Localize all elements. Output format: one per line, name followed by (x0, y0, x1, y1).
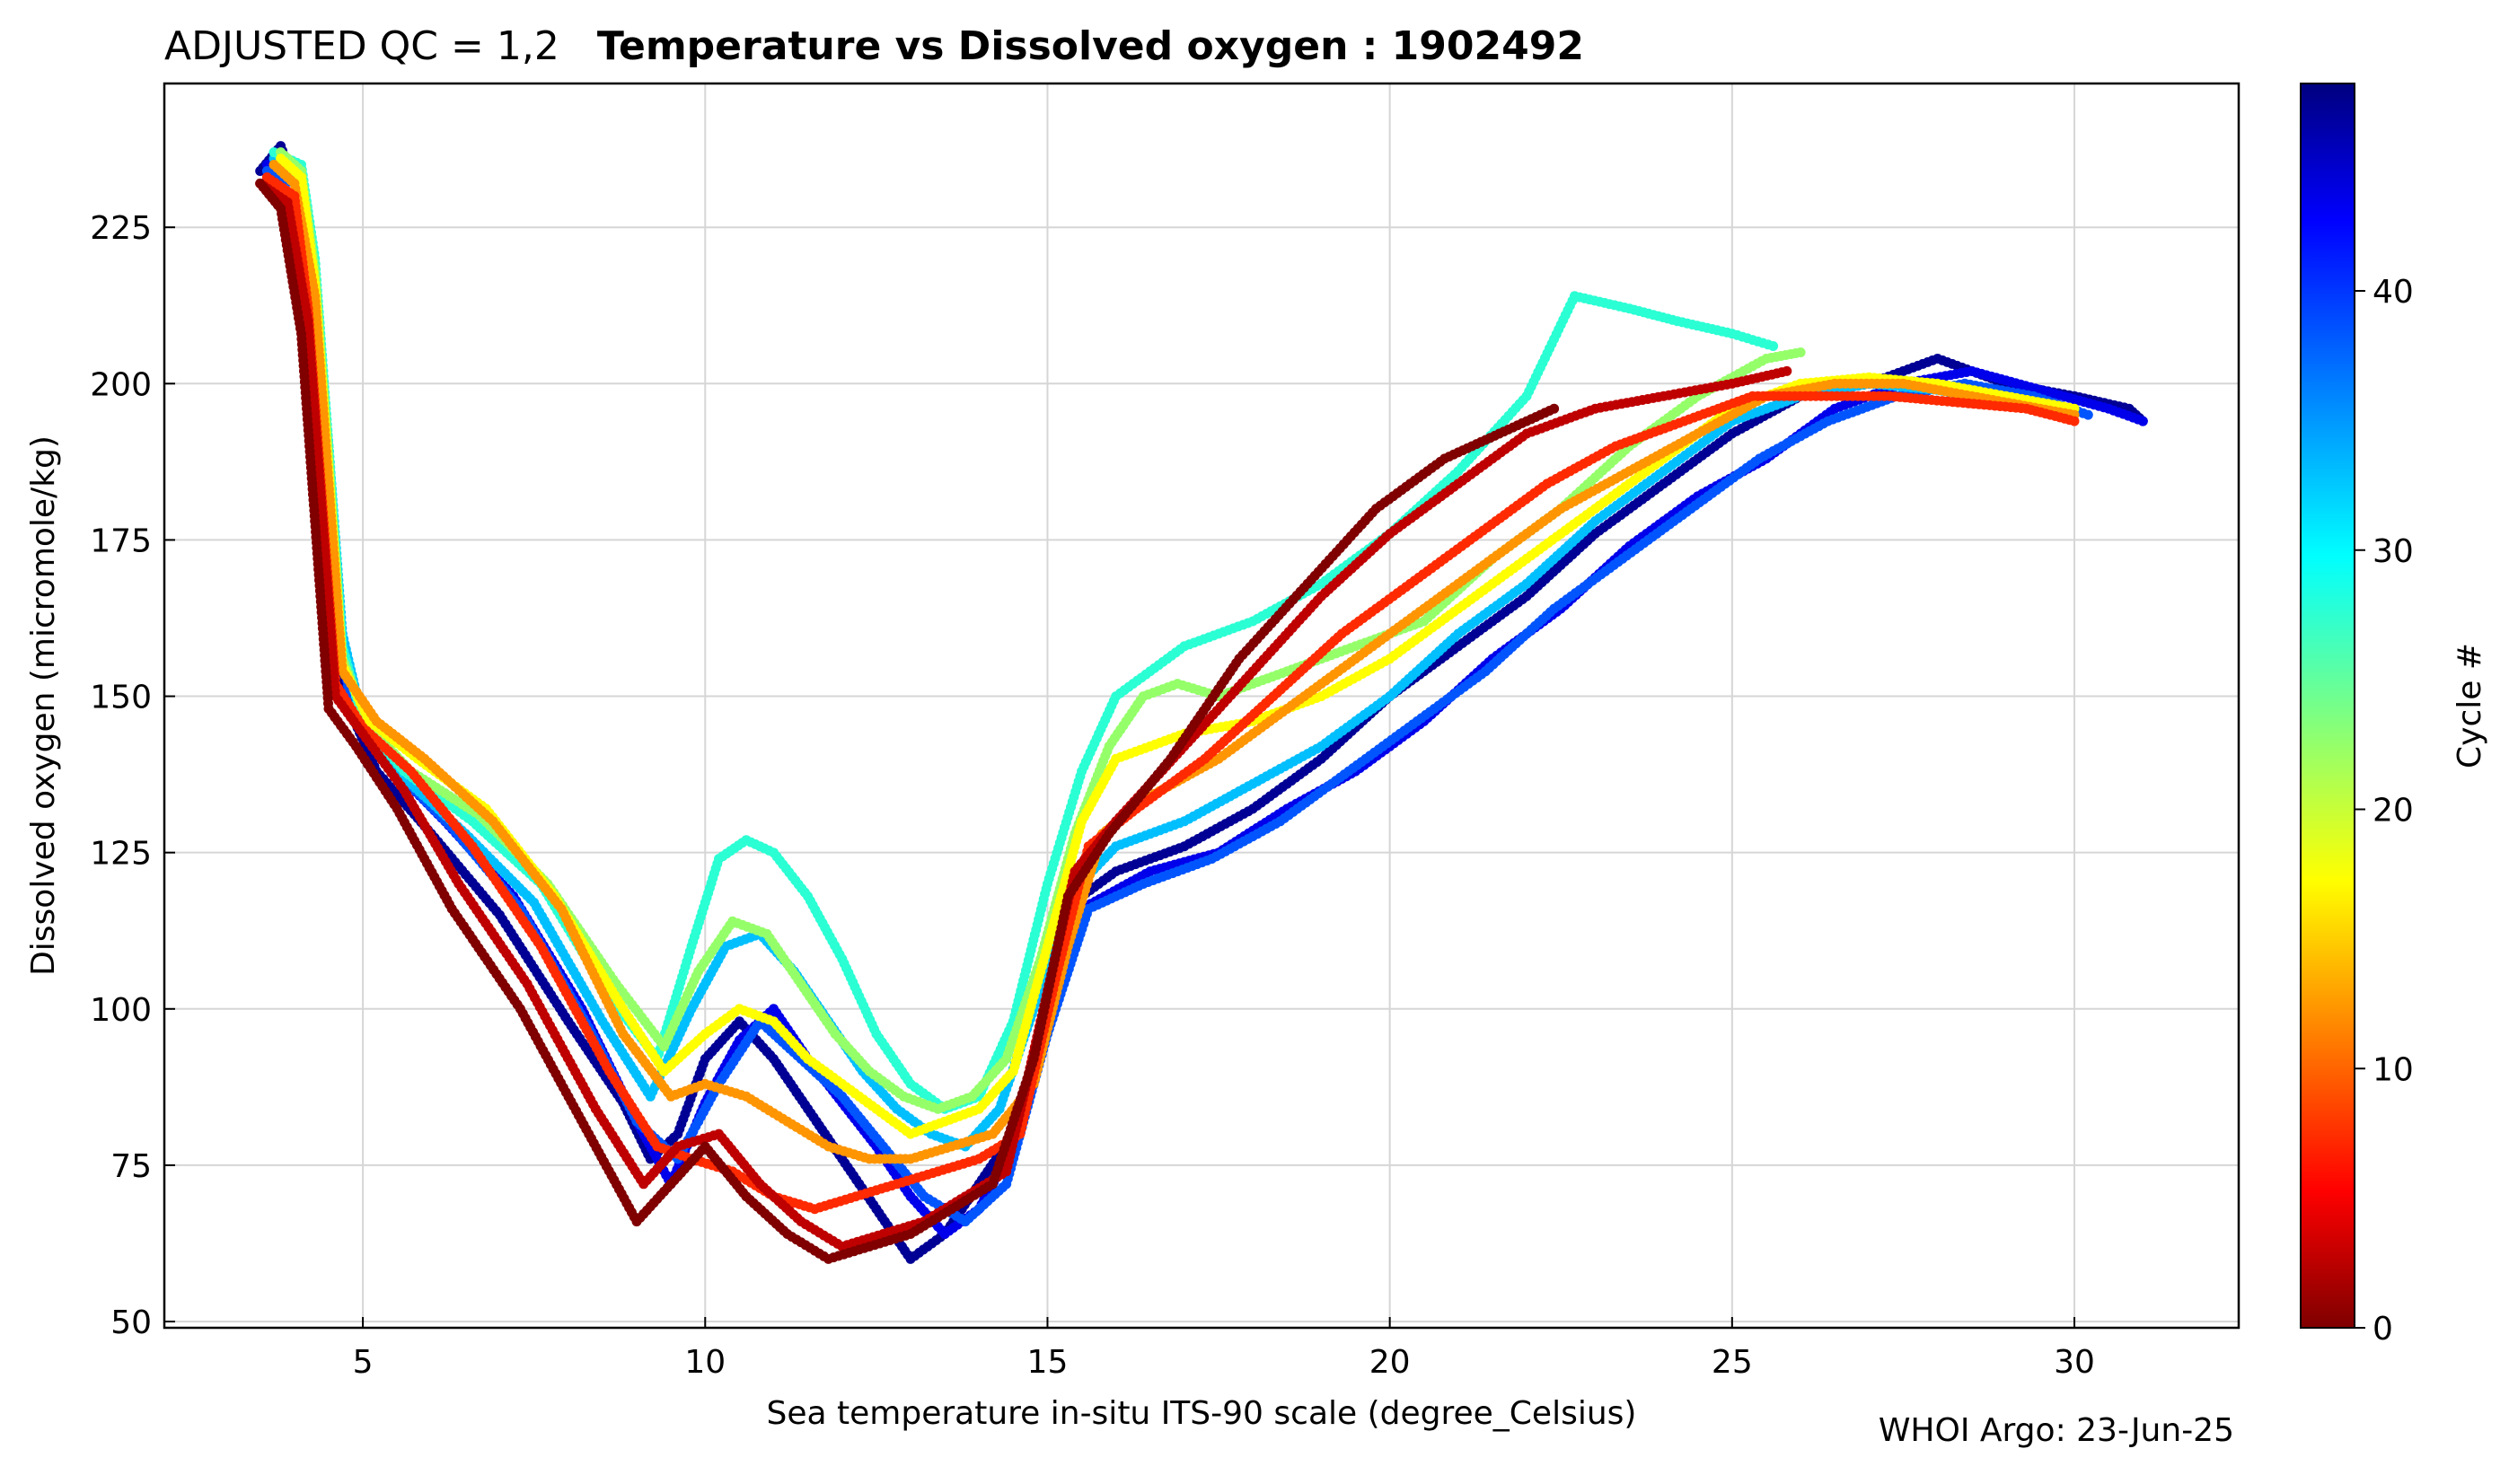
data-point (2138, 417, 2148, 426)
data-point (2083, 410, 2093, 420)
series-cycle-1 (255, 141, 2148, 1264)
grid (164, 83, 2239, 1328)
series-cycle-40 (262, 172, 2080, 1214)
data-point (1796, 347, 1806, 357)
qc-label: ADJUSTED QC = 1,2 (164, 23, 559, 69)
data-points (255, 141, 2148, 1264)
data-point (1768, 341, 1778, 351)
title-main: Temperature vs Dissolved oxygen : 190249… (597, 23, 1584, 69)
chart-title: ADJUSTED QC = 1,2 Temperature vs Dissolve… (164, 20, 1584, 74)
